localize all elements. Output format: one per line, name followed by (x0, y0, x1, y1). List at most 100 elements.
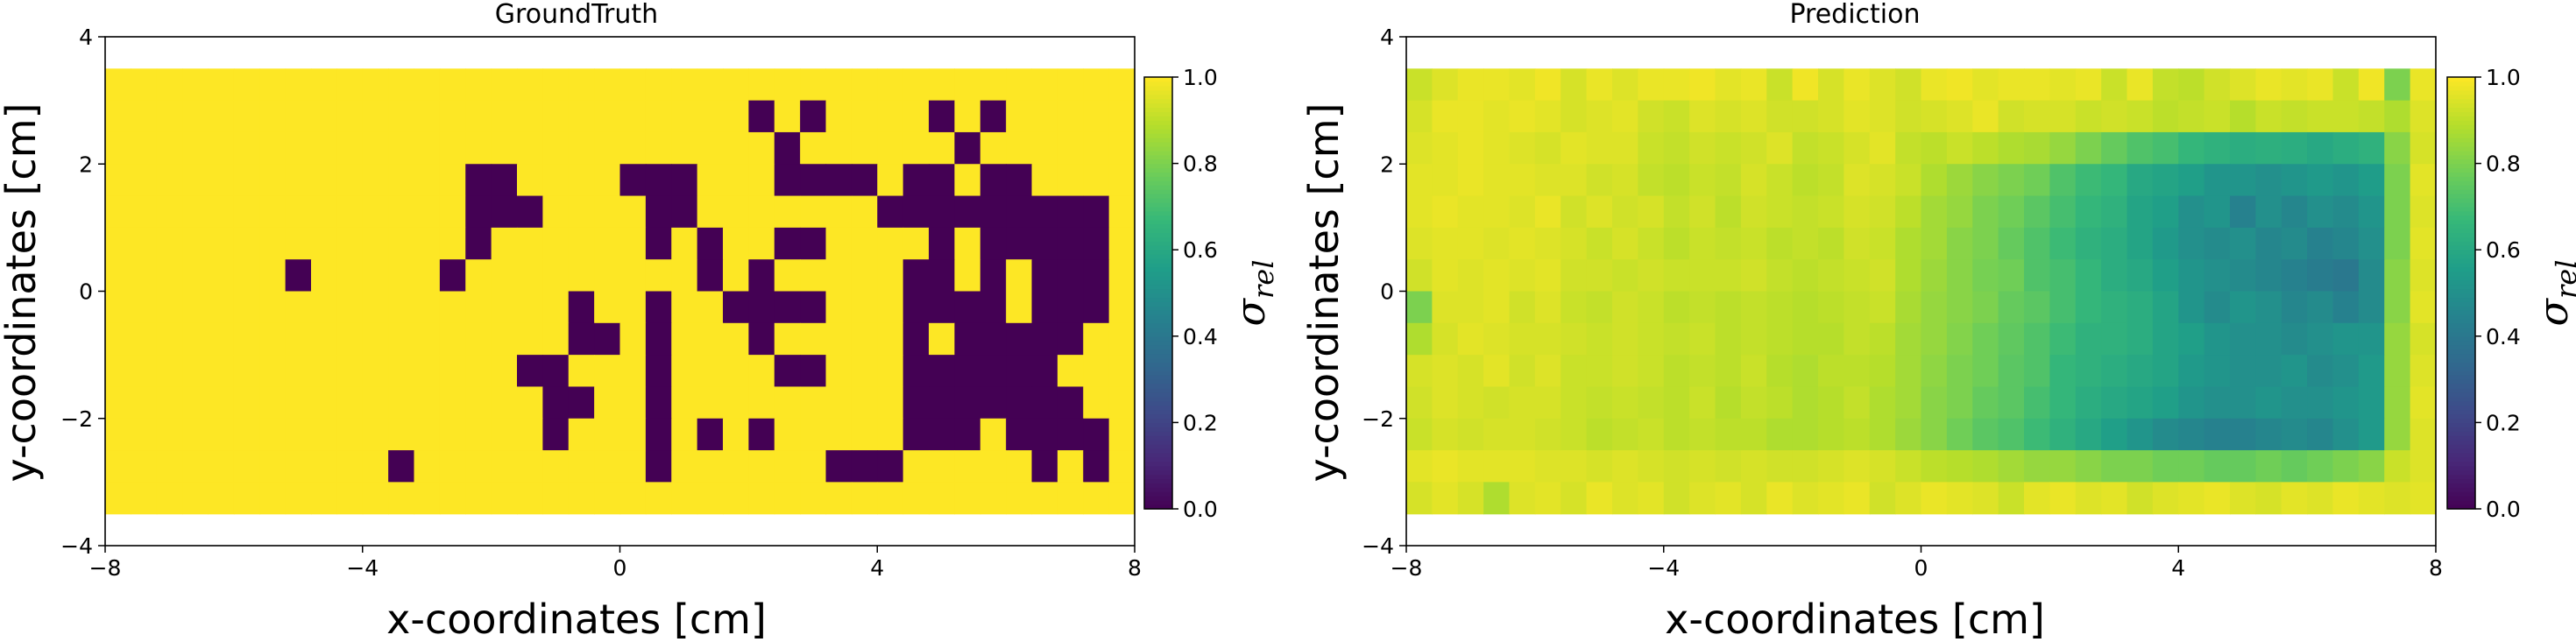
heatmap-cell (465, 291, 492, 324)
heatmap-cell (1457, 131, 1484, 165)
heatmap-cell (1006, 131, 1033, 165)
heatmap-cell (877, 355, 904, 388)
heatmap-cells (105, 68, 1136, 515)
heatmap-cell (774, 418, 801, 451)
heatmap-cell (336, 227, 364, 260)
heatmap-cell (748, 482, 775, 515)
heatmap-cell (362, 482, 389, 515)
heatmap-cell (1998, 386, 2025, 420)
colorbar-segment (1144, 331, 1172, 337)
heatmap-cell (2410, 259, 2437, 293)
heatmap-cell (1766, 227, 1794, 260)
heatmap-cell (2384, 100, 2411, 133)
heatmap-cell (1921, 482, 1948, 515)
heatmap-cell (2204, 259, 2231, 293)
colorbar-segment (2447, 89, 2475, 95)
heatmap-cell (1612, 100, 1638, 133)
heatmap-cell (2024, 68, 2050, 102)
heatmap-cell (1612, 291, 1638, 324)
heatmap-cell (1895, 227, 1922, 260)
heatmap-cell (671, 100, 698, 133)
heatmap-cell (1715, 386, 1742, 420)
heatmap-cell (233, 164, 260, 197)
heatmap-cell (619, 450, 647, 483)
colorbar-segment (1144, 163, 1172, 169)
heatmap-cell (825, 482, 853, 515)
heatmap-cell (697, 227, 724, 260)
heatmap-cell (1108, 322, 1136, 356)
heatmap-cell (1792, 195, 1819, 229)
heatmap-cell (851, 450, 878, 483)
heatmap-cell (1006, 482, 1033, 515)
colorbar-segment (2447, 116, 2475, 121)
x-tick-label: 4 (2171, 555, 2185, 581)
heatmap-cell (954, 322, 981, 356)
heatmap-cell (2384, 164, 2411, 197)
colorbar-segment (2447, 319, 2475, 324)
heatmap-cell (1612, 418, 1638, 451)
heatmap-cell (285, 355, 312, 388)
heatmap-cell (2281, 450, 2308, 483)
heatmap-cell (954, 450, 981, 483)
heatmap-cell (388, 100, 415, 133)
heatmap-cell (748, 131, 775, 165)
heatmap-cell (980, 355, 1007, 388)
heatmap-cell (1689, 386, 1716, 420)
heatmap-cell (1715, 195, 1742, 229)
heatmap-cell (362, 131, 389, 165)
heatmap-cell (929, 259, 955, 293)
heatmap-cell (2049, 68, 2077, 102)
heatmap-cell (1457, 482, 1484, 515)
heatmap-cell (517, 418, 543, 451)
heatmap-cell (2101, 164, 2128, 197)
colorbar-segment (2447, 145, 2475, 152)
heatmap-cell (1921, 259, 1948, 293)
heatmap-cell (233, 131, 260, 165)
heatmap-cell (414, 100, 441, 133)
heatmap-cell (1612, 195, 1638, 229)
heatmap-cell (2384, 291, 2411, 324)
heatmap-cell (800, 386, 827, 420)
heatmap-cell (1663, 418, 1690, 451)
heatmap-cell (1715, 227, 1742, 260)
heatmap-cell (877, 386, 904, 420)
x-tick-label: −8 (1391, 555, 1423, 581)
colorbar-segment (1144, 362, 1172, 367)
heatmap-cell (156, 68, 183, 102)
heatmap-cell (2204, 322, 2231, 356)
heatmap-cell (954, 418, 981, 451)
heatmap-cell (362, 450, 389, 483)
heatmap-cell (2152, 386, 2179, 420)
colorbar-segment (1144, 487, 1172, 492)
heatmap-cell (2332, 195, 2360, 229)
heatmap-cell (800, 322, 827, 356)
heatmap-cell (285, 195, 312, 229)
heatmap-cell (748, 386, 775, 420)
colorbar-segment (2447, 223, 2475, 229)
heatmap-cell (1689, 164, 1716, 197)
heatmap-cell (1895, 482, 1922, 515)
heatmap-cell (1057, 355, 1084, 388)
colorbar-segment (1144, 340, 1172, 346)
heatmap-cell (1921, 195, 1948, 229)
heatmap-cell (1766, 131, 1794, 165)
heatmap-cell (723, 386, 749, 420)
heatmap-cell (1972, 164, 1999, 197)
heatmap-cell (1483, 291, 1511, 324)
colorbar-tick-label: 0.8 (2486, 152, 2521, 177)
heatmap-cell (2230, 68, 2256, 102)
heatmap-cell (1560, 227, 1588, 260)
heatmap-cell (1534, 68, 1561, 102)
heatmap-cell (414, 482, 441, 515)
heatmap-cell (2332, 131, 2360, 165)
colorbar-segment (2447, 314, 2475, 320)
heatmap-cell (2230, 259, 2256, 293)
heatmap-cell (1031, 450, 1058, 483)
heatmap-cell (619, 386, 647, 420)
heatmap-cell (105, 450, 131, 483)
heatmap-cell (2049, 100, 2077, 133)
x-tick-label: 0 (613, 555, 627, 581)
heatmap-cell (1083, 195, 1110, 229)
heatmap-cell (105, 291, 131, 324)
y-tick-label: 0 (1380, 279, 1394, 305)
